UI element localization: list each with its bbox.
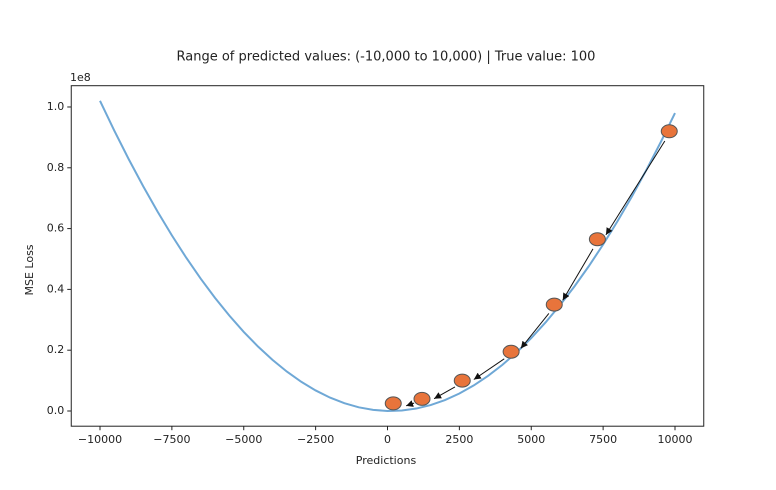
x-tick-label: 5000: [517, 433, 545, 446]
prediction-point: [545, 297, 563, 312]
x-tick-label: −5000: [225, 433, 262, 446]
prediction-point: [660, 124, 678, 139]
step-arrow: [473, 358, 505, 380]
y-tick-label: 0.8: [47, 161, 65, 174]
x-tick-label: 0: [384, 433, 391, 446]
y-tick-label: 0.4: [47, 282, 65, 295]
chart-title: Range of predicted values: (-10,000 to 1…: [177, 50, 596, 65]
y-offset-label: 1e8: [70, 71, 91, 84]
x-tick-label: 7500: [589, 433, 617, 446]
x-tick-label: 10000: [658, 433, 693, 446]
loss-curve: [99, 100, 676, 412]
prediction-point: [413, 391, 431, 406]
x-tick-label: −7500: [153, 433, 190, 446]
x-tick-label: 2500: [445, 433, 473, 446]
prediction-point: [502, 344, 520, 359]
y-axis-label: MSE Loss: [23, 244, 36, 295]
step-arrow: [605, 140, 666, 236]
x-tick-label: −10000: [78, 433, 122, 446]
plot-frame: [70, 85, 705, 427]
y-tick-label: 0.2: [47, 343, 65, 356]
step-arrow: [405, 400, 415, 407]
prediction-point: [384, 396, 402, 411]
step-arrow: [433, 386, 456, 400]
y-tick-label: 1.0: [47, 100, 65, 113]
y-tick-label: 0.6: [47, 222, 65, 235]
prediction-point: [453, 373, 471, 388]
y-tick-label: 0.0: [47, 404, 65, 417]
x-axis-label: Predictions: [356, 454, 417, 467]
x-tick-label: −2500: [297, 433, 334, 446]
prediction-point: [588, 232, 606, 247]
step-arrow: [562, 248, 594, 301]
step-arrow: [520, 313, 550, 349]
